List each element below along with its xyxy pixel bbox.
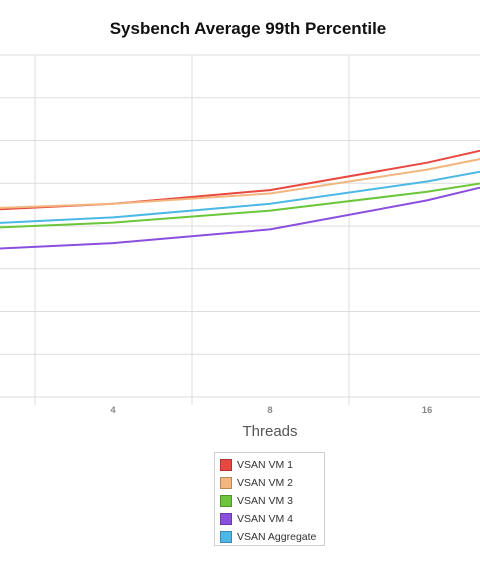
chart-svg: 4 8 16 [0,54,480,416]
legend-swatch [220,513,232,525]
series-line [0,186,480,250]
x-tick-label: 8 [267,405,272,416]
series-line [0,182,480,229]
legend-item: VSAN VM 2 [220,474,324,492]
x-tick-label: 4 [110,405,116,416]
legend-item: VSAN VM 1 [220,456,324,474]
legend-swatch [220,531,232,543]
legend-label: VSAN VM 4 [237,513,294,525]
legend-item: VSAN Aggregate [220,528,324,546]
series-line [0,149,480,211]
series-line [0,170,480,224]
legend-item: VSAN VM 3 [220,492,324,510]
x-tick-label: 16 [422,405,433,416]
legend-label: VSAN VM 2 [237,477,294,489]
chart-title: Sysbench Average 99th Percentile [109,19,387,38]
x-axis-label: Threads [242,423,298,440]
series-line [0,158,480,209]
legend-label: VSAN VM 3 [237,495,294,507]
legend-label: VSAN Aggregate [237,531,317,543]
legend: VSAN VM 1 VSAN VM 2 VSAN VM 3 VSAN VM 4 VSAN… [214,452,325,546]
plot-area: 4 8 16 [0,54,480,416]
legend-swatch [220,459,232,471]
legend-swatch [220,477,232,489]
legend-swatch [220,495,232,507]
legend-item: VSAN VM 4 [220,510,324,528]
legend-label: VSAN VM 1 [237,459,294,471]
